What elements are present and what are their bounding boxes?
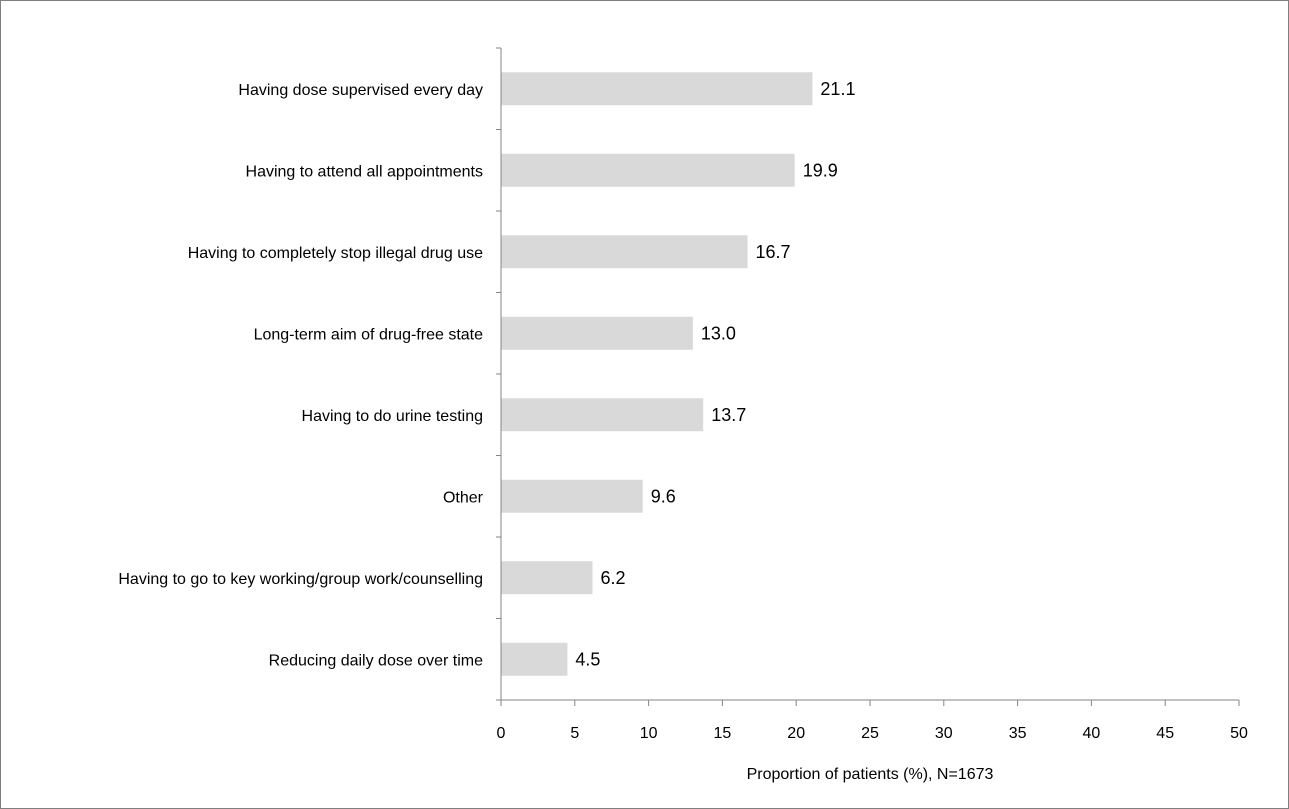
bar: [501, 561, 593, 595]
x-tick-label: 0: [497, 725, 506, 742]
bar: [501, 235, 748, 269]
data-label: 16.7: [755, 242, 790, 262]
data-label: 13.0: [701, 323, 736, 343]
category-label: Reducing daily dose over time: [269, 652, 483, 669]
data-label: 21.1: [820, 79, 855, 99]
x-tick-label: 30: [935, 725, 953, 742]
data-label: 19.9: [803, 160, 838, 180]
tick-labels-group: 0 5 10 15 20 25 30 35 40 45 50: [497, 725, 1248, 742]
bars-group: [501, 72, 813, 676]
category-labels-group: Having dose supervised every day Having t…: [118, 82, 483, 670]
bar: [501, 316, 693, 350]
bar: [501, 642, 568, 676]
data-label: 4.5: [575, 649, 600, 669]
x-tick-label: 15: [714, 725, 732, 742]
x-tick-label: 45: [1156, 725, 1174, 742]
x-tick-label: 20: [787, 725, 805, 742]
category-label: Other: [443, 489, 484, 506]
bar: [501, 72, 813, 106]
bar: [501, 153, 795, 187]
x-tick-label: 10: [640, 725, 658, 742]
x-tick-label: 25: [861, 725, 879, 742]
data-label: 6.2: [601, 568, 626, 588]
category-label: Having to go to key working/group work/c…: [118, 571, 483, 588]
category-label: Having to completely stop illegal drug u…: [188, 245, 483, 262]
bar: [501, 479, 643, 513]
bar: [501, 398, 704, 432]
category-label: Long-term aim of drug-free state: [254, 326, 484, 343]
x-tick-label: 50: [1230, 725, 1248, 742]
data-label: 13.7: [711, 405, 746, 425]
category-label: Having dose supervised every day: [238, 82, 483, 99]
category-label: Having to attend all appointments: [246, 163, 483, 180]
value-labels-group: 21.1 19.9 16.7 13.0 13.7 9.6 6.2 4.5: [575, 79, 855, 670]
category-label: Having to do urine testing: [302, 408, 483, 425]
axes-group: [496, 47, 1240, 706]
x-tick-label: 40: [1083, 725, 1101, 742]
x-tick-label: 5: [570, 725, 579, 742]
x-tick-label: 35: [1009, 725, 1027, 742]
x-axis-title: Proportion of patients (%), N=1673: [747, 766, 994, 783]
data-label: 9.6: [651, 486, 676, 506]
